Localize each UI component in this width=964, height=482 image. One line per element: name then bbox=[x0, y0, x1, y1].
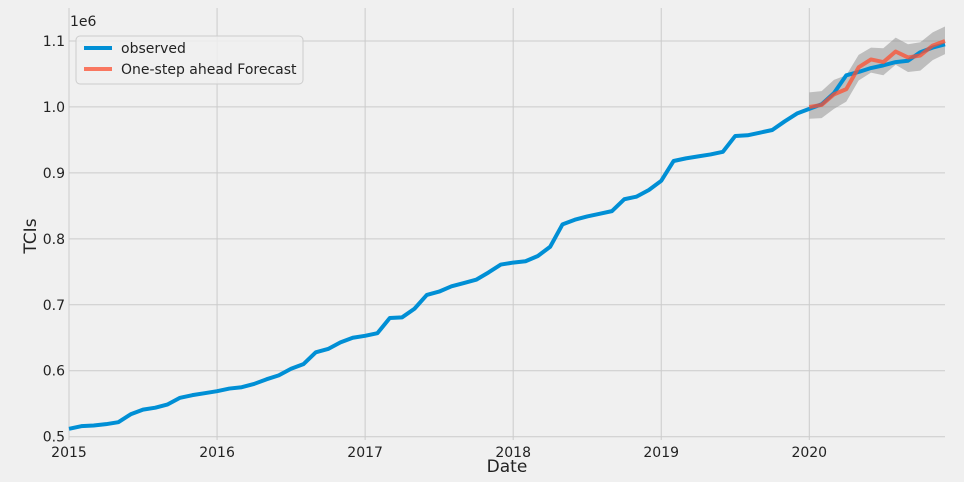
x-axis-label: Date bbox=[487, 457, 528, 477]
y-offset-label: 1e6 bbox=[70, 14, 97, 30]
x-tick-label-2015: 2015 bbox=[51, 445, 87, 461]
y-tick-label-0.7: 0.7 bbox=[43, 298, 65, 314]
x-tick-label-2020: 2020 bbox=[791, 445, 827, 461]
grid-lines bbox=[68, 8, 945, 440]
x-tick-label-2016: 2016 bbox=[199, 445, 235, 461]
y-tick-label-0.5: 0.5 bbox=[43, 430, 65, 446]
x-tick-label-2019: 2019 bbox=[643, 445, 679, 461]
y-tick-label-0.6: 0.6 bbox=[43, 364, 65, 380]
series-lines bbox=[68, 39, 946, 431]
confidence-band bbox=[809, 26, 945, 119]
y-tick-label-1.1: 1.1 bbox=[43, 34, 65, 50]
legend-label-forecast: One-step ahead Forecast bbox=[121, 62, 297, 78]
x-tick-labels: 2015 2016 2017 2018 2019 2020 bbox=[51, 445, 827, 461]
legend-label-observed: observed bbox=[121, 41, 186, 57]
series-line-observed bbox=[68, 42, 946, 431]
y-tick-label-0.9: 0.9 bbox=[43, 166, 65, 182]
x-tick-label-2017: 2017 bbox=[347, 445, 383, 461]
y-tick-labels: 0.5 0.6 0.7 0.8 0.9 1.0 1.1 bbox=[43, 34, 65, 446]
legend: observed One-step ahead Forecast bbox=[75, 35, 304, 85]
x-tick-label-2018: 2018 bbox=[495, 445, 531, 461]
legend-box bbox=[75, 35, 304, 85]
y-tick-label-0.8: 0.8 bbox=[43, 232, 65, 248]
forecast-ci-band bbox=[809, 26, 945, 119]
y-tick-label-1: 1.0 bbox=[43, 100, 65, 116]
series-line-forecast bbox=[808, 39, 946, 109]
y-axis-label: TCIs bbox=[21, 218, 41, 254]
